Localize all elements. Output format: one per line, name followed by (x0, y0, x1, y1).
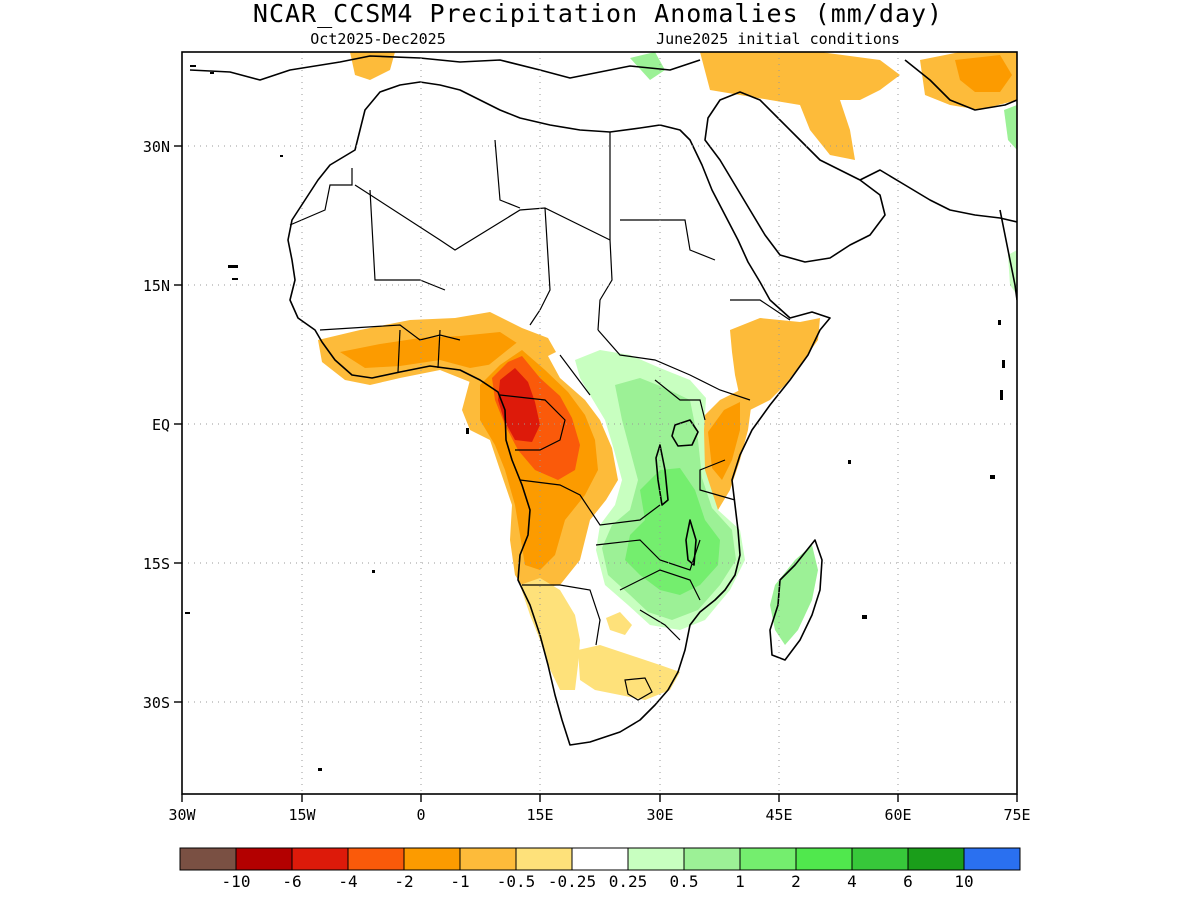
colorbar-label: -0.5 (497, 872, 536, 891)
dry-anomaly-middle-east (700, 52, 900, 160)
colorbar-swatch (291, 847, 349, 871)
tick-marks (174, 145, 1018, 802)
colorbar-label: 4 (847, 872, 857, 891)
colorbar-swatch (515, 847, 573, 871)
lon-label-15e: 15E (526, 806, 553, 824)
iran-coast (904, 59, 1017, 111)
colorbar-label: 1 (735, 872, 745, 891)
longitude-labels: 30W 15W 0 15E 30E 45E 60E 75E (168, 806, 1030, 824)
colorbar-label: 0.5 (670, 872, 699, 891)
lon-label-15w: 15W (288, 806, 316, 824)
colorbar-swatch (795, 847, 853, 871)
map-frame (181, 51, 1018, 795)
forecast-period: Oct2025-Dec2025 (310, 30, 445, 48)
lat-label-eq: EQ (152, 416, 170, 434)
lake-malawi (685, 519, 697, 566)
dry-anomaly-kalahari (606, 612, 632, 635)
colorbar-label: -2 (394, 872, 413, 891)
colorbar-label: 0.25 (609, 872, 648, 891)
initial-conditions: June2025 initial conditions (656, 30, 900, 48)
colorbar-label: 2 (791, 872, 801, 891)
colorbar-label: 6 (903, 872, 913, 891)
colorbar-label: -1 (450, 872, 469, 891)
lat-label-15s: 15S (143, 555, 170, 573)
lon-label-0: 0 (416, 806, 425, 824)
colorbar-swatch (571, 847, 629, 871)
dry-anomaly-angola-namibia (520, 578, 580, 690)
colorbar-label: 10 (954, 872, 973, 891)
lat-label-15n: 15N (143, 277, 170, 295)
colorbar-label: -6 (282, 872, 301, 891)
lat-label-30s: 30S (143, 694, 170, 712)
colorbar-swatch (459, 847, 517, 871)
colorbar-swatch (403, 847, 461, 871)
dry-anomaly-iberia (350, 52, 395, 80)
colorbar-swatch (963, 847, 1021, 871)
colorbar-swatch (179, 847, 237, 871)
graticule (182, 52, 1017, 794)
lat-label-30n: 30N (143, 138, 170, 156)
map-area (182, 52, 1017, 794)
arabia-coastline (704, 91, 886, 263)
wet-anomaly-arabia (1004, 105, 1017, 150)
wet-anomaly-east-med (630, 52, 665, 80)
lon-label-30w: 30W (168, 806, 196, 824)
dry-anomaly-iran-core (955, 55, 1012, 92)
colorbar-swatch (739, 847, 797, 871)
lon-label-45e: 45E (765, 806, 792, 824)
dry-anomaly-west-africa-core (340, 332, 520, 368)
lake-victoria (671, 419, 699, 447)
coastlines (189, 55, 1017, 746)
anomaly-shading (318, 52, 1017, 700)
country-borders (289, 132, 791, 701)
africa-coastline (287, 81, 831, 746)
lon-label-60e: 60E (884, 806, 911, 824)
colorbar: -10 -6 -4 -2 -1 -0.5 -0.25 0.25 0.5 1 2 4 6 10 (179, 847, 1021, 891)
lon-label-75e: 75E (1003, 806, 1030, 824)
europe-coast (189, 55, 701, 81)
colorbar-label: -10 (222, 872, 251, 891)
colorbar-swatch (627, 847, 685, 871)
lake-tanganyika (655, 444, 669, 506)
colorbar-swatches (179, 847, 1021, 871)
wet-anomaly-madagascar (770, 545, 818, 645)
colorbar-label: -0.25 (548, 872, 596, 891)
lon-label-30e: 30E (646, 806, 673, 824)
dry-anomaly-horn-of-africa (730, 318, 820, 410)
figure-title: NCAR_CCSM4 Precipitation Anomalies (mm/d… (253, 0, 943, 28)
colorbar-swatch (683, 847, 741, 871)
madagascar-coast (769, 539, 823, 661)
colorbar-swatch (851, 847, 909, 871)
wet-anomaly-zambia-mozambique (625, 468, 720, 595)
island-specks (185, 65, 1005, 771)
persian-gulf-coast (859, 169, 1017, 223)
dry-anomaly-central-africa-extreme (498, 368, 540, 442)
colorbar-labels: -10 -6 -4 -2 -1 -0.5 -0.25 0.25 0.5 1 2 4 6 10 (222, 872, 974, 891)
dry-anomaly-south-africa (578, 645, 680, 700)
india-coast (999, 209, 1017, 301)
latitude-labels: 30N 15N EQ 15S 30S (143, 138, 170, 712)
colorbar-swatch (907, 847, 965, 871)
colorbar-swatch (347, 847, 405, 871)
colorbar-label: -4 (338, 872, 357, 891)
colorbar-swatch (235, 847, 293, 871)
dry-anomaly-kenya-core (708, 402, 740, 480)
